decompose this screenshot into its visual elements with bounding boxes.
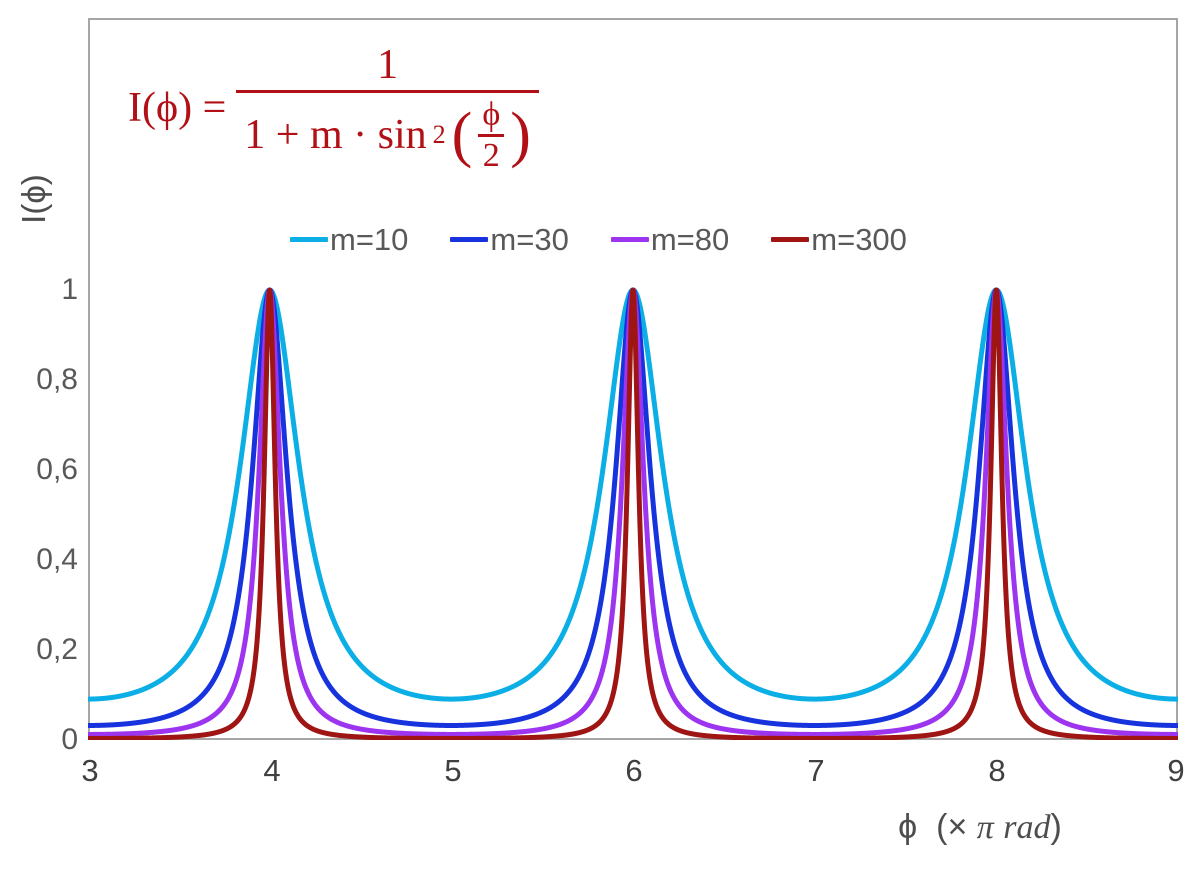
legend-label-m10: m=10 <box>330 222 409 257</box>
equation-annotation: I(ϕ) = 1 1 + m · sin 2 ( ϕ 2 ) <box>128 42 539 174</box>
legend-label-m30: m=30 <box>490 222 569 257</box>
legend-swatch-m80 <box>610 237 649 242</box>
x-tick-6: 6 <box>625 753 643 788</box>
x-axis-title: ϕ (× π rad) <box>780 808 1180 847</box>
y-tick-1: 1 <box>61 273 78 306</box>
equation-denominator: 1 + m · sin 2 ( ϕ 2 ) <box>244 96 531 174</box>
x-tick-7: 7 <box>807 753 825 788</box>
x-tick-8: 8 <box>988 753 1006 788</box>
x-axis-title-rad: rad <box>1003 809 1051 846</box>
curve-m300 <box>88 290 1178 739</box>
chart-legend: m=10 m=30 m=80 m=300 <box>290 224 907 255</box>
equation-inner-fraction: ϕ 2 <box>478 96 505 174</box>
legend-swatch-m10 <box>290 237 328 242</box>
y-tick-0p8: 0,8 <box>36 363 78 396</box>
equation-paren-close: ) <box>510 101 531 170</box>
curve-m30 <box>88 290 1178 725</box>
y-tick-0: 0 <box>61 723 78 756</box>
y-tick-0p6: 0,6 <box>36 453 78 486</box>
x-tick-3: 3 <box>81 753 99 788</box>
legend-swatch-m300 <box>771 237 810 242</box>
equation-numerator: 1 <box>377 42 399 88</box>
plot-area-frame <box>88 18 1178 740</box>
x-axis-title-close: ) <box>1050 808 1062 846</box>
equation-fraction: 1 1 + m · sin 2 ( ϕ 2 ) <box>236 42 539 174</box>
legend-item-m10[interactable]: m=10 <box>290 224 408 255</box>
x-tick-4: 4 <box>263 753 281 788</box>
legend-swatch-m30 <box>450 237 489 242</box>
y-tick-0p4: 0,4 <box>36 543 78 576</box>
x-axis-title-pi: π <box>976 809 994 846</box>
equation-inner-denominator: 2 <box>482 136 500 174</box>
equation-lhs: I(ϕ) = <box>128 84 227 131</box>
y-tick-0p2: 0,2 <box>36 633 78 666</box>
equation-inner-numerator: ϕ <box>482 96 501 134</box>
y-axis-title: I(ϕ) <box>15 174 52 224</box>
x-tick-9: 9 <box>1167 753 1185 788</box>
x-tick-5: 5 <box>444 753 462 788</box>
equation-den-prefix: 1 + m · sin <box>244 112 427 159</box>
legend-item-m80[interactable]: m=80 <box>610 222 730 257</box>
legend-label-m80: m=80 <box>650 222 730 257</box>
x-axis-title-phi: ϕ <box>898 808 918 846</box>
equation-inner-bar <box>478 133 505 137</box>
plot-curves <box>88 18 1178 740</box>
legend-label-m300: m=300 <box>811 222 907 257</box>
legend-item-m30[interactable]: m=30 <box>450 222 569 257</box>
equation-paren-open: ( <box>451 101 473 170</box>
curve-m80 <box>88 290 1178 734</box>
x-axis-title-open: (× <box>936 808 968 846</box>
legend-item-m300[interactable]: m=300 <box>771 224 907 255</box>
equation-fraction-bar <box>236 90 539 94</box>
